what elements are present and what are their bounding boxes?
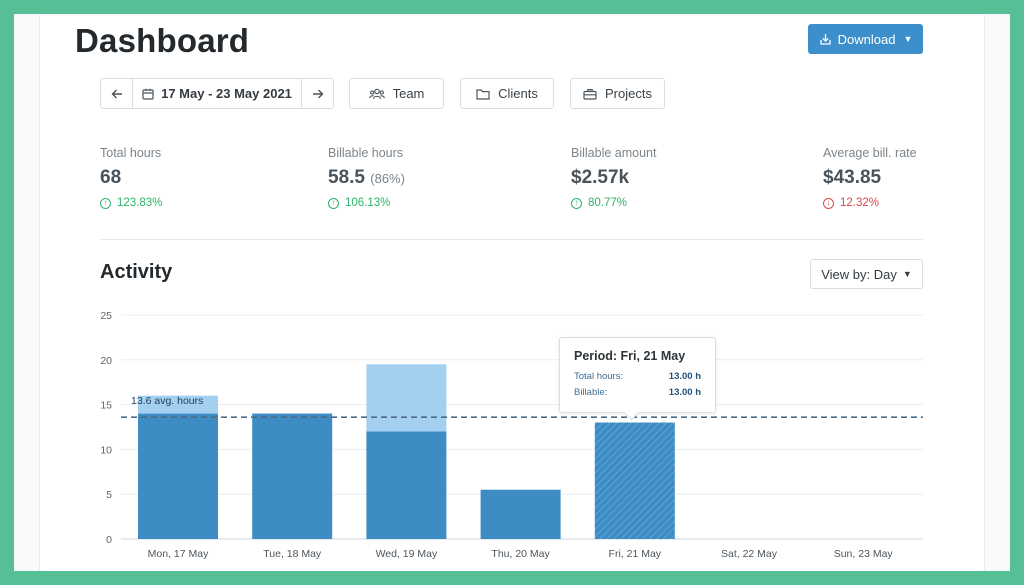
stat-billable-hours: Billable hours 58.5 (86%) ↑ 106.13%: [328, 146, 405, 209]
stat-value: 58.5 (86%): [328, 167, 405, 189]
activity-chart: 0 5 10 15 20 25 Mon, 17 May Tue, 18 May Wed, 19 …: [100, 310, 923, 560]
stat-change-value: 123.83%: [117, 197, 163, 209]
arrow-up-circle-icon: ↑: [328, 197, 339, 209]
average-label: 13.6 avg. hours: [131, 395, 203, 407]
stat-number: $2.57k: [571, 167, 630, 188]
view-by-label: View by: Day: [821, 266, 897, 282]
x-tick-label: Fri, 21 May: [609, 548, 662, 560]
briefcase-icon: [583, 88, 597, 100]
y-tick-label: 20: [100, 355, 112, 367]
x-tick-label: Sat, 22 May: [721, 548, 778, 560]
arrow-up-circle-icon: ↑: [100, 197, 111, 209]
stat-billable-amount: Billable amount $2.57k ↑ 80.77%: [571, 146, 656, 209]
activity-title: Activity: [100, 261, 173, 283]
stat-value: 68: [100, 167, 162, 189]
stat-number: 68: [100, 167, 122, 188]
bar-billable: [366, 431, 447, 539]
projects-filter-label: Projects: [605, 86, 652, 101]
team-filter-button[interactable]: Team: [349, 78, 444, 109]
stat-change-value: 80.77%: [588, 197, 628, 209]
chart-tooltip: Period: Fri, 21 May Total hours: 13.00 h…: [559, 337, 716, 413]
bar-billable: [252, 413, 333, 539]
section-divider: [100, 239, 923, 240]
next-week-button[interactable]: [302, 79, 333, 108]
y-tick-label: 0: [106, 534, 112, 546]
date-range-label: 17 May - 23 May 2021: [161, 86, 292, 101]
stat-number: 58.5: [328, 167, 365, 188]
tooltip-key: Billable:: [574, 387, 608, 398]
stat-change: ↓ 12.32%: [823, 197, 917, 209]
stat-value: $2.57k: [571, 167, 656, 189]
calendar-icon: [142, 88, 154, 100]
stat-change-value: 106.13%: [345, 197, 391, 209]
page-title: Dashboard: [75, 22, 250, 59]
clients-filter-label: Clients: [498, 86, 538, 101]
x-tick-label: Sun, 23 May: [834, 548, 894, 560]
y-tick-label: 25: [100, 310, 112, 322]
x-tick-label: Tue, 18 May: [263, 548, 322, 560]
clients-filter-button[interactable]: Clients: [460, 78, 554, 109]
x-tick-label: Thu, 20 May: [491, 548, 550, 560]
previous-week-button[interactable]: [101, 79, 132, 108]
download-label: Download: [837, 31, 896, 47]
stat-label: Billable amount: [571, 146, 657, 160]
stat-label: Total hours: [100, 146, 162, 160]
bar-non-billable: [366, 364, 447, 432]
stat-value: $43.85: [823, 167, 917, 189]
y-tick-label: 15: [100, 400, 112, 412]
stat-change: ↑ 123.83%: [100, 197, 162, 209]
stat-percentage: (86%): [370, 171, 405, 186]
stat-average-bill-rate: Average bill. rate $43.85 ↓ 12.32%: [823, 146, 917, 209]
caret-down-icon: ▼: [902, 269, 912, 279]
caret-down-icon: ▼: [903, 34, 913, 44]
date-range-selector[interactable]: 17 May - 23 May 2021: [132, 79, 302, 108]
dashboard-card: Dashboard Download ▼ 17 May - 23 May 202…: [14, 14, 1010, 571]
bar-billable: [480, 489, 561, 539]
projects-filter-button[interactable]: Projects: [570, 78, 665, 109]
download-icon: [819, 33, 831, 45]
date-range-picker: 17 May - 23 May 2021: [100, 78, 334, 109]
tooltip-title: Period: Fri, 21 May: [574, 349, 686, 363]
bar-billable: [138, 413, 218, 539]
team-icon: [368, 88, 385, 99]
stat-label: Average bill. rate: [823, 146, 917, 160]
tooltip-row: Total hours: 13.00 h: [574, 371, 701, 382]
arrow-right-icon: [312, 89, 323, 98]
bar-non-billable: [138, 395, 218, 414]
team-filter-label: Team: [392, 86, 425, 101]
arrow-down-circle-icon: ↓: [823, 197, 834, 209]
tooltip-key: Total hours:: [574, 371, 624, 382]
stat-total-hours: Total hours 68 ↑ 123.83%: [100, 146, 162, 209]
stat-change: ↑ 80.77%: [571, 197, 656, 209]
download-button[interactable]: Download ▼: [808, 24, 923, 54]
bar-billable: [594, 422, 675, 539]
stat-change: ↑ 106.13%: [328, 197, 405, 209]
stat-change-value: 12.32%: [840, 197, 880, 209]
view-by-dropdown[interactable]: View by: Day ▼: [810, 259, 923, 289]
tooltip-value: 13.00 h: [668, 387, 701, 398]
folder-icon: [476, 88, 490, 100]
tooltip-value: 13.00 h: [668, 371, 701, 382]
arrow-left-icon: [111, 89, 122, 98]
stat-label: Billable hours: [328, 146, 404, 160]
y-tick-label: 5: [106, 489, 112, 501]
stat-number: $43.85: [823, 167, 882, 188]
x-tick-label: Mon, 17 May: [148, 548, 209, 560]
arrow-up-circle-icon: ↑: [571, 197, 582, 209]
y-tick-label: 10: [100, 444, 112, 456]
x-tick-label: Wed, 19 May: [376, 548, 438, 560]
tooltip-row: Billable: 13.00 h: [574, 387, 701, 398]
